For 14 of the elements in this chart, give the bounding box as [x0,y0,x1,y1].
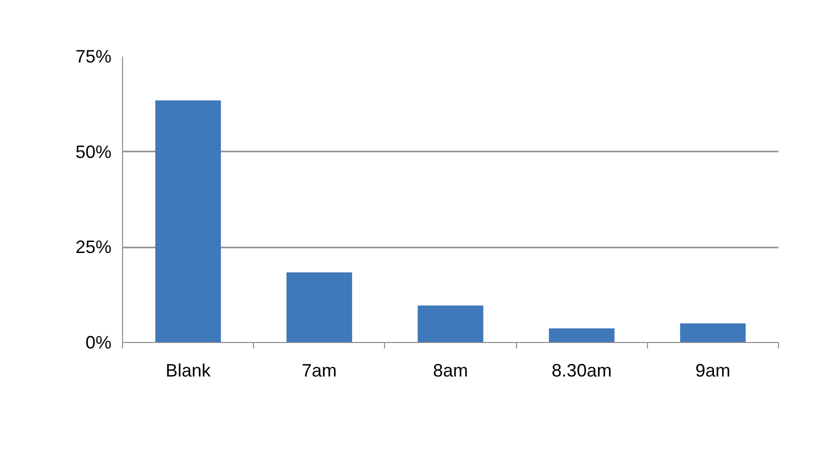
x-tick-label: 9am [695,360,730,380]
x-tick-label: Blank [166,360,212,380]
y-tick-label: 75% [75,46,112,66]
x-tick-label: 8.30am [552,360,612,380]
bar [286,272,352,342]
x-tick-label: 7am [302,360,337,380]
bar [155,100,221,342]
y-tick-label: 50% [75,142,112,162]
y-tick-label: 0% [85,332,112,352]
bar [548,328,614,342]
bar [680,323,746,342]
bar [418,306,484,342]
y-tick-label: 25% [75,237,112,258]
x-tick-label: 8am [432,360,468,380]
